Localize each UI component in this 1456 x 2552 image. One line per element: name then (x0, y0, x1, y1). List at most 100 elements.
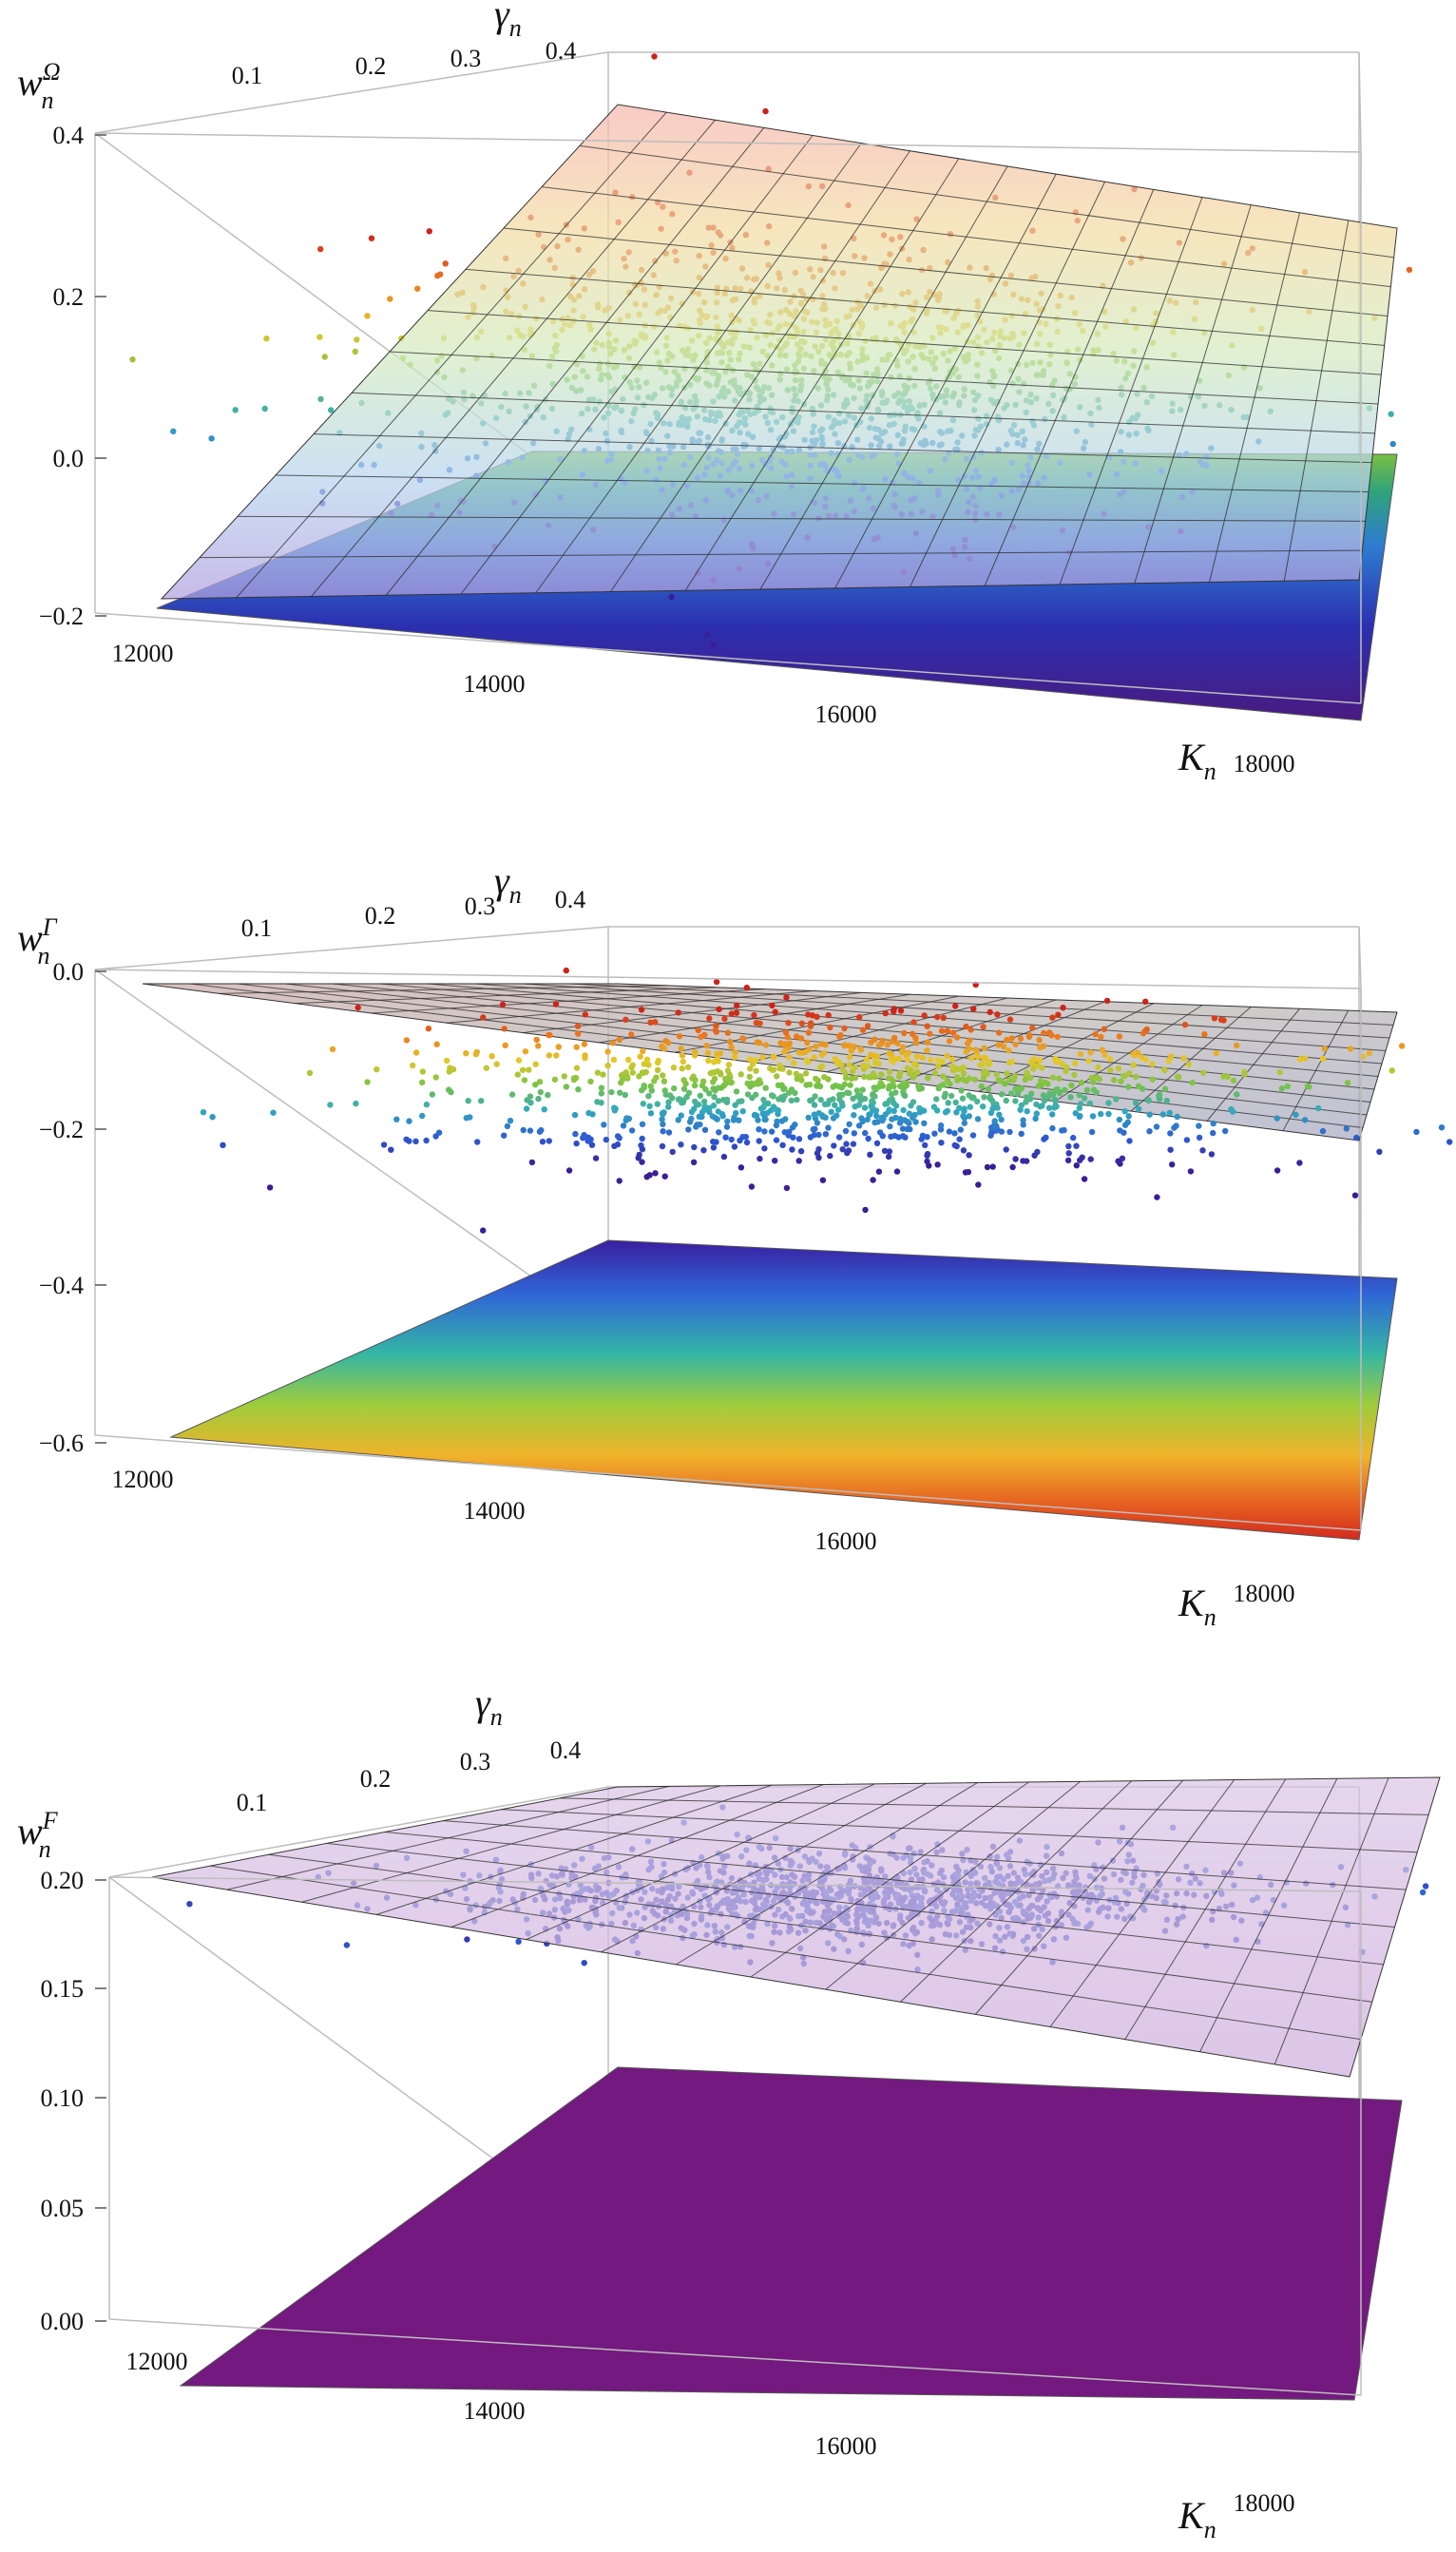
scatter-point (1073, 1162, 1081, 1169)
mesh-line (237, 515, 1366, 522)
scatter-point (965, 1168, 972, 1176)
scatter-point (944, 1052, 950, 1060)
scatter-point (1039, 1103, 1045, 1109)
scatter-point (1029, 1025, 1036, 1031)
scatter-point (1116, 1116, 1123, 1123)
scatter-point (604, 1048, 611, 1055)
scatter-point (406, 1118, 412, 1124)
scatter-point (804, 1039, 811, 1046)
scatter-point (890, 1059, 896, 1065)
scatter-point (861, 1104, 869, 1111)
scatter-point (794, 1096, 800, 1103)
scatter-point (916, 1109, 924, 1116)
scatter-point (760, 1096, 767, 1103)
scatter-point (891, 1083, 897, 1090)
box-back-edge-3-1 (108, 1786, 609, 1878)
scatter-point (720, 1097, 727, 1103)
scatter-point (423, 1101, 431, 1108)
scatter-point (967, 1103, 973, 1110)
scatter-point (996, 1041, 1003, 1048)
scatter-point (874, 1119, 881, 1125)
scatter-point (1055, 1011, 1062, 1018)
scatter-point (1196, 1134, 1203, 1142)
z-axis-label-sub: n (39, 1835, 51, 1863)
scatter-point (852, 1065, 858, 1071)
mesh-line (326, 1842, 1384, 1966)
scatter-point (501, 1026, 508, 1032)
scatter-point (1077, 1113, 1083, 1120)
scatter-point (762, 107, 769, 115)
scatter-point (783, 1184, 791, 1192)
scatter-point (1149, 1076, 1156, 1083)
scatter-point (865, 1135, 872, 1142)
scatter-point (872, 1060, 879, 1067)
scatter-point (1041, 1097, 1048, 1104)
scatter-point (611, 1104, 618, 1111)
scatter-point (791, 1060, 797, 1066)
x-axis-label: Kn (1178, 2494, 1217, 2543)
scatter-point (1098, 1033, 1104, 1041)
scatter-point (906, 1070, 913, 1077)
scatter-point (508, 1091, 516, 1098)
scatter-point (1132, 1100, 1140, 1106)
scatter-point (716, 1129, 722, 1136)
scatter-point (865, 1063, 872, 1069)
scatter-point (1014, 1090, 1022, 1098)
scatter-point (691, 1052, 699, 1059)
scatter-point (753, 1019, 760, 1027)
scatter-point (886, 1106, 892, 1113)
scatter-point (811, 1131, 817, 1139)
scatter-point (815, 1145, 822, 1153)
scatter-point (1304, 1083, 1312, 1089)
mesh-line (541, 186, 1391, 288)
scatter-point (708, 1069, 716, 1076)
y-axis-label-sub: n (490, 1703, 503, 1731)
mesh-surface-3 (151, 1776, 1441, 2078)
scatter-point (1006, 1077, 1013, 1084)
scatter-point (1183, 1137, 1191, 1143)
scatter-point (872, 1107, 880, 1114)
scatter-point (669, 1148, 676, 1156)
scatter-point (743, 1139, 751, 1146)
scatter-point (640, 1047, 646, 1055)
scatter-point (938, 1140, 945, 1146)
scatter-point (588, 1142, 596, 1148)
mesh-line (389, 351, 1379, 405)
scatter-point (951, 1142, 958, 1149)
scatter-point (900, 1106, 907, 1114)
scatter-point (1040, 1043, 1047, 1049)
scatter-point (502, 1042, 508, 1049)
scatter-point (1406, 266, 1413, 274)
scatter-point (870, 1070, 877, 1077)
scatter-point (675, 1009, 681, 1016)
scatter-point (830, 1096, 836, 1103)
scatter-point (1095, 1064, 1102, 1071)
scatter-point (447, 1065, 453, 1071)
scatter-point (1004, 1070, 1010, 1077)
scatter-point (263, 336, 270, 342)
scatter-point (882, 1009, 889, 1017)
scatter-point (1217, 1016, 1225, 1024)
scatter-point (806, 1081, 814, 1088)
scatter-point (780, 1084, 787, 1091)
scatter-point (1234, 1042, 1240, 1049)
scatter-point (1049, 1074, 1057, 1081)
scatter-point (419, 1112, 426, 1120)
scatter-point (1081, 1095, 1088, 1102)
scatter-point (1041, 1136, 1047, 1142)
scatter-point (949, 1063, 956, 1070)
scatter-point (432, 1074, 439, 1081)
scatter-point (958, 1087, 965, 1094)
scatter-point (480, 1227, 487, 1234)
scatter-point (894, 1040, 901, 1046)
scatter-point (515, 1057, 523, 1064)
y-axis-label-main: γ (494, 0, 510, 35)
y-axis-label: γn (494, 859, 522, 909)
scatter-point (843, 1141, 850, 1147)
scatter-point (647, 1083, 654, 1090)
scatter-point (970, 1094, 977, 1102)
scatter-point (690, 1159, 698, 1166)
scatter-point (1052, 1103, 1059, 1109)
scatter-point (1006, 1059, 1013, 1066)
